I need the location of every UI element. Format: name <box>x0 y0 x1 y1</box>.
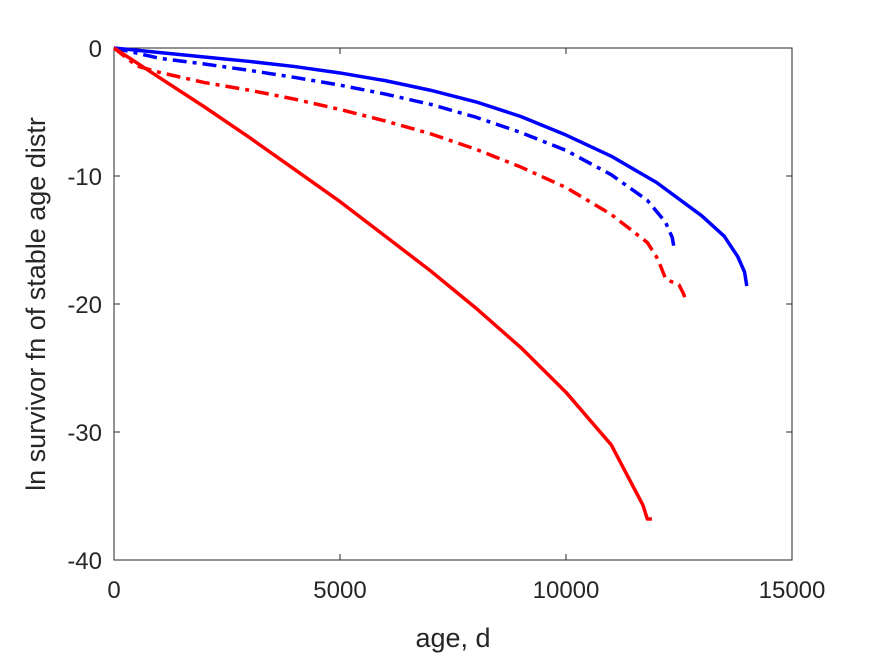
y-tick-label: -30 <box>67 420 102 447</box>
x-tick-label: 5000 <box>313 577 366 604</box>
x-tick-label: 15000 <box>759 577 826 604</box>
y-tick-label: -20 <box>67 292 102 319</box>
y-tick-label: 0 <box>89 36 102 63</box>
x-axis-label: age, d <box>415 623 490 653</box>
y-tick-label: -40 <box>67 548 102 575</box>
x-tick-label: 0 <box>107 577 120 604</box>
x-tick-label: 10000 <box>533 577 600 604</box>
series-line-3 <box>112 46 688 301</box>
plot-area <box>113 47 793 561</box>
series-line-1 <box>113 46 749 287</box>
y-tick-label: -10 <box>67 164 102 191</box>
series-line-2 <box>113 46 677 251</box>
axis-ticks: 0 5000 10000 15000 -40 -30 -20 -10 0 <box>67 36 825 604</box>
series-line-4 <box>113 46 652 521</box>
series-lines <box>112 46 749 521</box>
y-axis-label: ln survivor fn of stable age distr <box>21 117 51 491</box>
